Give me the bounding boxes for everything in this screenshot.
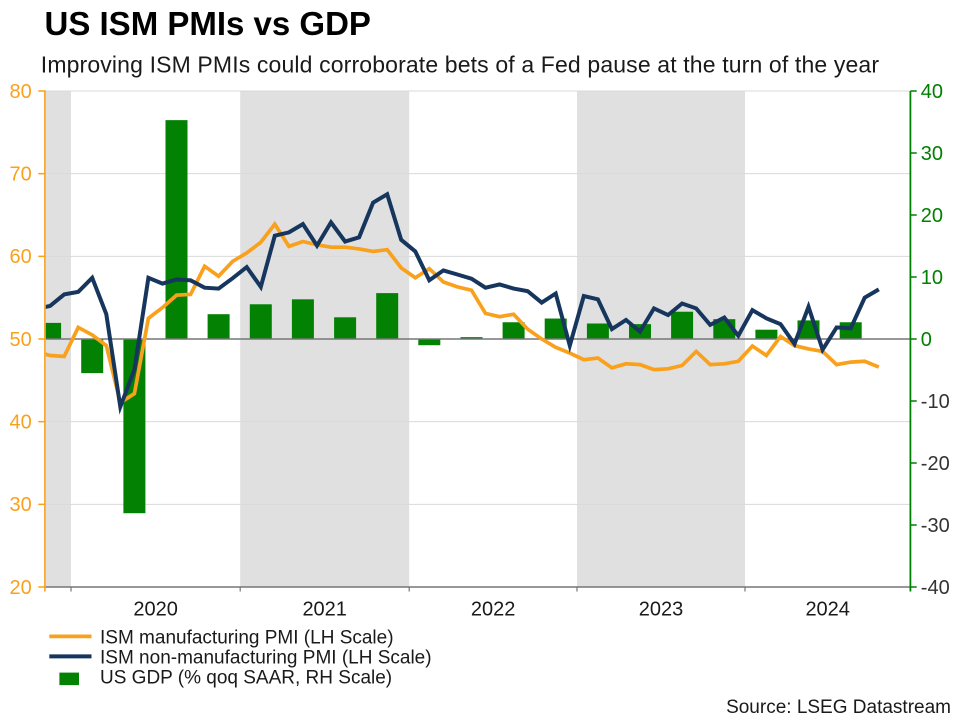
svg-text:20: 20 [921, 205, 943, 227]
svg-text:0: 0 [921, 329, 932, 351]
svg-text:20: 20 [10, 577, 32, 599]
svg-text:30: 30 [10, 494, 32, 516]
svg-text:30: 30 [921, 143, 943, 165]
svg-text:US ISM PMIs vs GDP: US ISM PMIs vs GDP [45, 5, 371, 42]
svg-text:ISM non-manufacturing PMI (LH: ISM non-manufacturing PMI (LH Scale) [100, 647, 432, 668]
svg-text:40: 40 [10, 412, 32, 434]
svg-text:2023: 2023 [639, 598, 684, 620]
svg-text:2020: 2020 [133, 598, 178, 620]
svg-text:Improving ISM PMIs could corro: Improving ISM PMIs could corroborate bet… [41, 51, 880, 77]
svg-text:2022: 2022 [471, 598, 516, 620]
svg-text:US GDP (% qoq SAAR, RH Scale): US GDP (% qoq SAAR, RH Scale) [100, 667, 392, 688]
svg-text:80: 80 [10, 81, 32, 103]
svg-text:60: 60 [10, 246, 32, 268]
svg-text:Source: LSEG Datastream: Source: LSEG Datastream [726, 697, 951, 718]
svg-text:2024: 2024 [805, 598, 850, 620]
svg-text:-10: -10 [921, 391, 950, 413]
svg-text:2021: 2021 [302, 598, 347, 620]
svg-text:40: 40 [921, 81, 943, 103]
svg-text:-30: -30 [921, 515, 950, 537]
svg-text:70: 70 [10, 164, 32, 186]
svg-text:-40: -40 [921, 577, 950, 599]
svg-text:50: 50 [10, 329, 32, 351]
svg-text:-20: -20 [921, 453, 950, 475]
svg-text:ISM manufacturing PMI (LH Scal: ISM manufacturing PMI (LH Scale) [100, 627, 394, 648]
svg-text:10: 10 [921, 267, 943, 289]
